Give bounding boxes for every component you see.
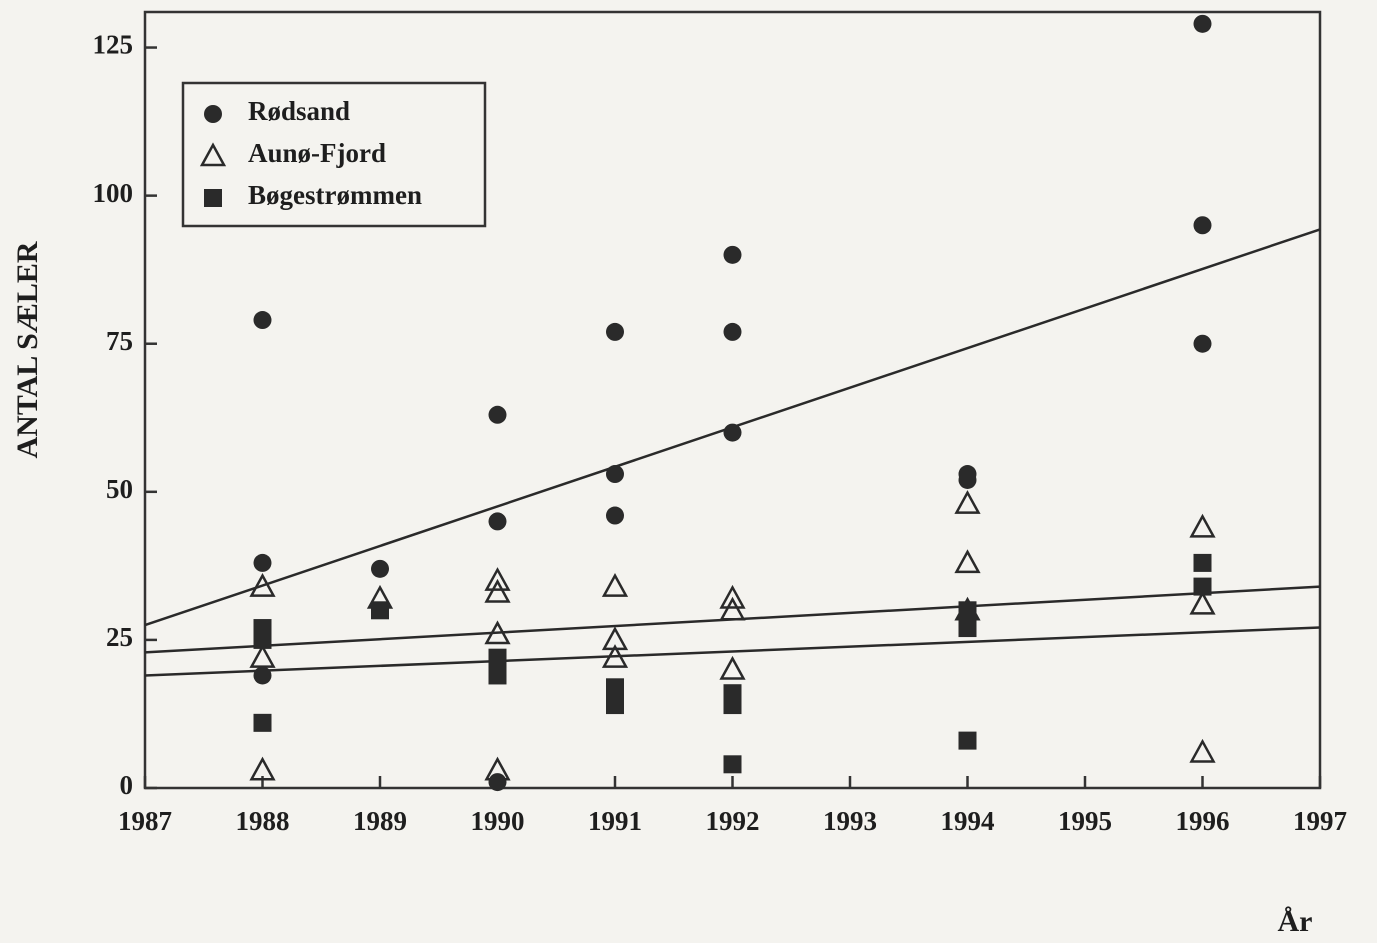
legend-marker: [204, 105, 222, 123]
point: [1193, 14, 1212, 33]
y-tick-label: 25: [106, 622, 133, 652]
point: [958, 470, 977, 489]
y-tick-label: 0: [120, 770, 134, 800]
x-tick-label: 1989: [353, 806, 407, 836]
point: [249, 573, 276, 597]
point: [1189, 513, 1216, 538]
point: [249, 644, 276, 668]
point: [723, 696, 742, 715]
trend-line: [144, 626, 1321, 677]
point: [253, 630, 272, 649]
point: [1193, 577, 1212, 596]
point: [253, 553, 272, 572]
point: [1193, 334, 1212, 353]
point: [606, 696, 624, 715]
point: [484, 620, 511, 645]
point: [719, 655, 746, 680]
point: [488, 405, 507, 424]
legend-label: Rødsand: [248, 96, 350, 126]
x-tick-label: 1996: [1176, 806, 1230, 836]
y-tick-label: 125: [93, 30, 134, 60]
plot-frame: [143, 10, 1322, 790]
point: [488, 512, 507, 531]
point: [954, 490, 981, 514]
point: [601, 573, 629, 597]
legend-label: Aunø-Fjord: [248, 138, 386, 168]
legend-box: [181, 81, 487, 228]
point: [606, 322, 624, 341]
y-axis-label: ANTAL SÆLER: [11, 241, 44, 458]
x-tick-label: 1988: [236, 806, 290, 836]
x-tick-label: 1991: [588, 806, 642, 836]
point: [958, 601, 977, 620]
x-tick-label: 1990: [471, 806, 525, 836]
point: [1189, 738, 1216, 763]
point: [249, 756, 276, 781]
legend-marker: [204, 189, 222, 207]
point: [606, 506, 624, 525]
point: [958, 619, 977, 638]
point: [606, 465, 624, 484]
point: [371, 559, 389, 578]
y-tick-label: 50: [106, 474, 133, 504]
x-tick-label: 1995: [1058, 806, 1112, 836]
x-axis-label: År: [1278, 905, 1313, 938]
point: [954, 549, 981, 574]
point: [253, 713, 272, 732]
x-tick-label: 1997: [1293, 806, 1347, 836]
point: [484, 567, 511, 591]
point: [719, 584, 746, 609]
legend-label: Bøgestrømmen: [248, 180, 422, 210]
point: [723, 755, 742, 774]
x-tick-label: 1987: [118, 806, 172, 836]
x-tick-label: 1993: [823, 806, 877, 836]
x-tick-label: 1994: [941, 806, 995, 836]
legend-marker: [199, 142, 227, 167]
point: [723, 245, 742, 264]
point: [253, 311, 272, 330]
point: [484, 578, 511, 603]
point: [488, 648, 507, 667]
point: [371, 601, 389, 620]
point: [484, 756, 511, 781]
point: [719, 596, 746, 621]
y-tick-label: 100: [93, 178, 134, 208]
y-tick-label: 75: [106, 326, 133, 356]
point: [723, 423, 742, 442]
point: [723, 322, 742, 341]
point: [488, 773, 507, 792]
point: [1193, 553, 1212, 572]
point: [958, 731, 977, 750]
x-tick-label: 1992: [706, 806, 760, 836]
point: [1189, 590, 1216, 615]
point: [1193, 216, 1212, 235]
point: [488, 666, 507, 685]
